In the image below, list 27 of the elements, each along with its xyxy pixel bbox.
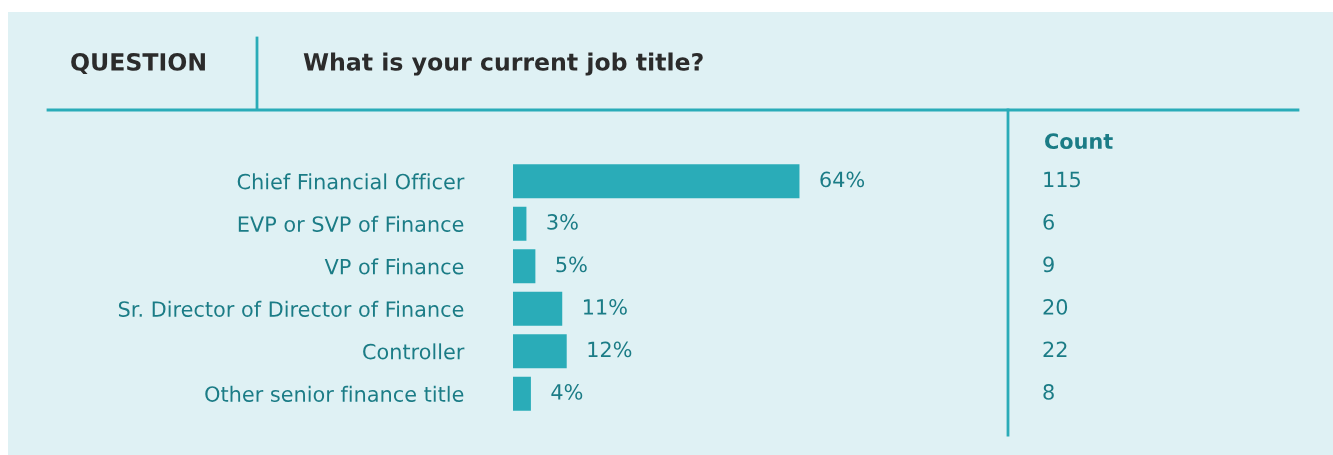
text: Count xyxy=(1045,133,1113,150)
data-label: 12% xyxy=(588,341,632,358)
data-label: 11% xyxy=(583,299,627,315)
bar xyxy=(513,291,563,326)
chart-title: What is your current job title? xyxy=(303,52,703,76)
text: 8 xyxy=(1043,384,1054,400)
y-tick-label: Sr. Director of Director of Finance xyxy=(118,300,464,317)
bar xyxy=(513,249,536,284)
text: 6 xyxy=(1043,214,1054,230)
y-tick-label: VP of Finance xyxy=(324,258,464,275)
text: 22 xyxy=(1043,341,1067,357)
data-label: 3% xyxy=(547,214,578,230)
data-label: 5% xyxy=(556,256,587,273)
text: QUESTION xyxy=(71,52,205,74)
bar xyxy=(513,334,567,369)
data-label: 4% xyxy=(551,384,583,400)
y-tick-label: Controller xyxy=(363,343,465,360)
text: 115 xyxy=(1044,171,1080,188)
text: 20 xyxy=(1043,299,1068,315)
bar xyxy=(513,376,531,411)
y-tick-label: Chief Financial Officer xyxy=(237,173,465,190)
text: 9 xyxy=(1043,256,1054,273)
bar xyxy=(513,206,527,241)
y-tick-label: EVP or SVP of Finance xyxy=(238,215,464,232)
bar xyxy=(513,164,800,199)
data-label: 64% xyxy=(820,171,865,188)
y-tick-label: Other senior finance title xyxy=(205,385,464,402)
